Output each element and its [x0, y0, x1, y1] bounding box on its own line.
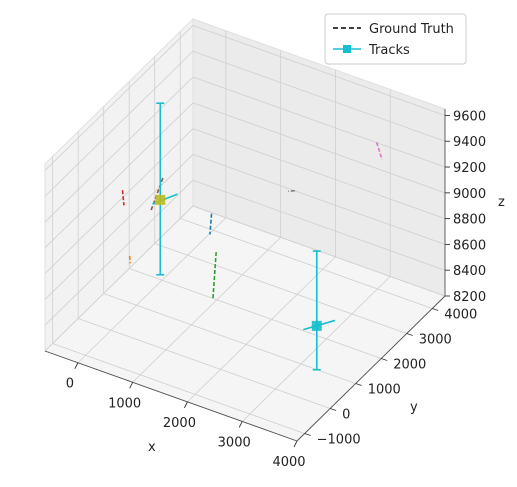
legend-ground-truth-label: Ground Truth	[369, 22, 454, 37]
grid-back-z	[192, 76, 446, 168]
grid-back-z	[192, 25, 446, 116]
ground-truth-segment-3	[209, 213, 213, 235]
grid-back-z	[192, 102, 446, 194]
x-tick-label: 0	[66, 377, 74, 392]
ground-truth-segment-5	[212, 252, 217, 299]
legend-box	[324, 13, 467, 65]
y-axis-line	[296, 295, 446, 442]
y-tick-label: 1000	[368, 383, 401, 398]
x-tick-label: 2000	[163, 416, 196, 431]
grid-floor-y	[78, 318, 331, 409]
z-tick-label: 8800	[453, 213, 486, 228]
grid-floor-y	[129, 268, 382, 359]
grid-left-z	[44, 76, 194, 223]
grid-left-z	[44, 50, 194, 197]
ground-truth-segment-4	[287, 189, 295, 193]
y-tick-label: 4000	[444, 308, 477, 323]
track-marker-0	[155, 194, 166, 205]
track-marker-1	[311, 320, 322, 331]
grid-floor-y	[103, 293, 356, 384]
z-tick-label: 9600	[453, 109, 486, 124]
x-tick-mark	[74, 362, 79, 369]
grid-left-z	[44, 102, 194, 249]
grid-floor-x	[187, 256, 336, 403]
x-axis-line	[44, 350, 298, 442]
ground-truth-segment-6	[375, 141, 383, 160]
grid-floor-x	[77, 217, 227, 364]
z-axis-label: z	[498, 195, 505, 210]
axis-edges	[44, 109, 446, 442]
grid-back-z	[192, 128, 446, 219]
ground-truth-segment-1	[128, 255, 132, 264]
tick-layer: 0 1000 2000 3000 4000 −1000 0 1000 2000 3000 4000 8…	[66, 109, 486, 470]
grid-left-z	[44, 25, 194, 171]
grid-floor-y	[52, 343, 305, 434]
z-tick-label: 9400	[453, 135, 486, 150]
z-tick-label: 8400	[453, 264, 486, 279]
grid-left-z	[44, 179, 194, 326]
x-tick-mark	[184, 401, 188, 409]
x-tick-mark	[293, 440, 298, 448]
z-tick-label: 8600	[453, 238, 486, 253]
grid-left-z	[44, 128, 194, 274]
grid-left-z	[44, 205, 194, 352]
z-tick-label: 9000	[453, 187, 486, 202]
y-axis-label: y	[410, 400, 418, 415]
x-axis-label: x	[148, 440, 156, 455]
grid-back-z	[192, 154, 446, 245]
x-tick-label: 3000	[218, 435, 251, 450]
y-tick-label: −1000	[317, 433, 361, 448]
z-tick-label: 9200	[453, 161, 486, 176]
y-tick-mark	[330, 408, 337, 411]
grid-floor-y	[180, 218, 433, 309]
y-tick-mark	[355, 383, 362, 386]
y-tick-mark	[304, 433, 311, 436]
legend-tracks-marker	[343, 45, 351, 53]
y-tick-label: 0	[342, 408, 350, 423]
y-tick-mark	[381, 358, 388, 361]
y-tick-mark	[432, 308, 439, 311]
y-tick-label: 2000	[393, 358, 426, 373]
grid-back-z	[192, 179, 446, 271]
axis-panes	[44, 17, 446, 442]
grid-back-z	[192, 50, 446, 142]
grid-floor-x	[132, 237, 281, 383]
y-tick-label: 3000	[419, 333, 452, 348]
ground-truth-segment-0	[121, 190, 125, 206]
x-tick-mark	[238, 421, 243, 428]
x-tick-label: 4000	[272, 455, 305, 470]
x-tick-mark	[129, 382, 134, 389]
grid-left-z	[44, 154, 194, 300]
legend-tracks-label: Tracks	[368, 43, 410, 58]
x-tick-label: 1000	[108, 396, 141, 411]
legend: Ground Truth Tracks	[324, 13, 467, 65]
z-tick-label: 8200	[453, 290, 486, 305]
series-layer	[121, 102, 383, 371]
y-tick-mark	[406, 333, 413, 336]
grid-floor-y	[154, 243, 407, 334]
